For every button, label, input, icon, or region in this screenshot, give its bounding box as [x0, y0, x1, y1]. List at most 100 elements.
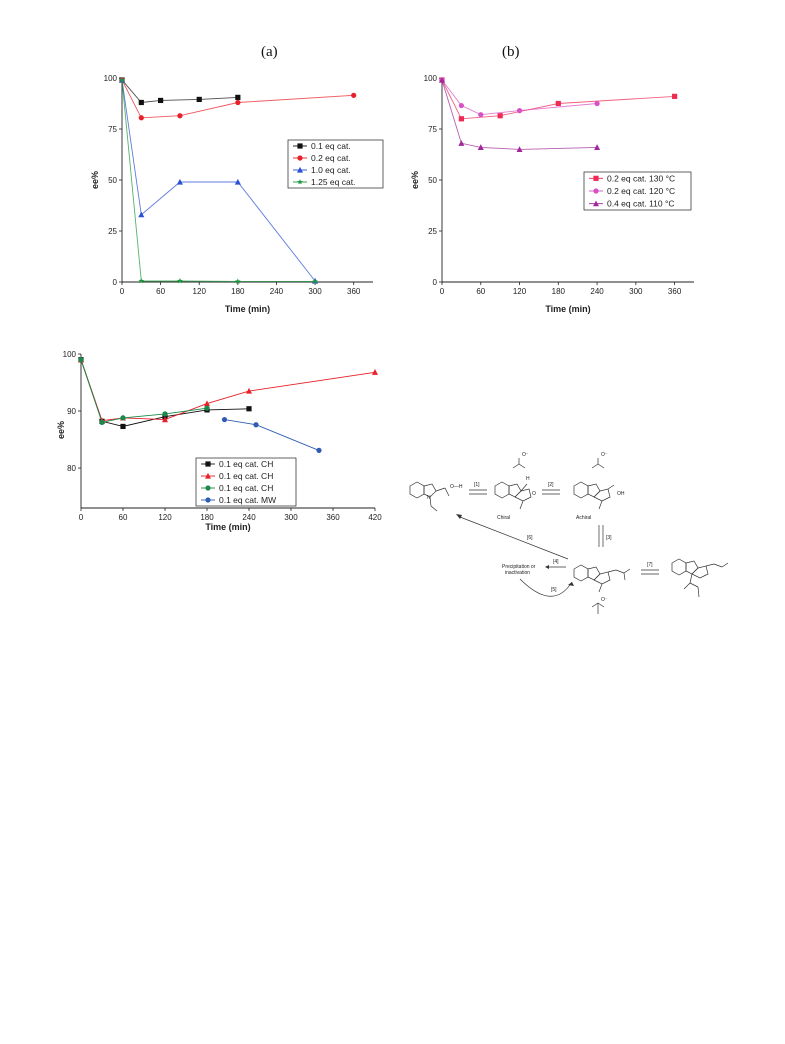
y-tick-label: 75: [428, 125, 437, 134]
step-5-label: [5]: [551, 587, 557, 593]
data-point: [204, 405, 210, 411]
data-point: [594, 100, 600, 107]
legend: 0.2 eq cat. 130 °C 0.2 eq cat. 120 °C 0.4 …: [583, 171, 692, 211]
y-tick-label: 25: [108, 227, 117, 236]
molecule-achiral: [573, 481, 615, 510]
data-point: [458, 102, 464, 109]
legend-entry: 0.2 eq cat. 130 °C: [607, 173, 675, 183]
legend-entry: 0.1 eq cat. CH: [219, 471, 273, 481]
step-7-label: [7]: [647, 562, 653, 568]
data-point: [458, 116, 464, 122]
enol-oh-label: OH: [617, 491, 625, 497]
legend-entry: 1.0 eq cat.: [311, 165, 351, 175]
legend-marker: [297, 179, 303, 185]
y-tick-label: 25: [428, 227, 437, 236]
legend-marker: [205, 472, 211, 479]
x-tick-label: 180: [231, 287, 245, 296]
x-tick-label: 0: [79, 513, 84, 522]
data-point: [204, 400, 210, 407]
series-4: [119, 77, 318, 284]
legend-marker: [297, 155, 303, 161]
y-tick-label: 90: [67, 407, 76, 416]
data-point: [458, 140, 465, 146]
x-tick-label: 240: [242, 513, 256, 522]
step-1-label: [1]: [474, 482, 480, 488]
series-3: [78, 357, 210, 426]
data-point: [196, 96, 202, 103]
legend-marker: [205, 485, 211, 491]
data-point: [316, 447, 322, 453]
arrow-5-head: [568, 582, 574, 586]
step-3-label: [3]: [606, 535, 612, 541]
acetate-3-label: O⁻: [601, 597, 608, 603]
panel-label-a: (a): [261, 44, 278, 60]
x-axis-title: Time (min): [545, 304, 590, 314]
data-point: [138, 115, 144, 121]
nitrogen-label: N: [427, 495, 431, 501]
legend-marker: [593, 200, 599, 207]
data-point: [158, 97, 164, 104]
data-point: [594, 144, 601, 150]
data-point: [246, 387, 252, 394]
x-tick-label: 180: [552, 287, 566, 296]
y-tick-label: 100: [424, 74, 438, 83]
data-point: [235, 94, 241, 100]
inactivation-label: inactivation: [505, 570, 530, 576]
arrow-4-head: [545, 565, 549, 569]
carbonyl-o-label: O: [532, 491, 536, 497]
x-tick-label: 120: [513, 287, 527, 296]
legend-entry: 0.1 eq cat. CH: [219, 483, 273, 493]
legend-marker: [205, 497, 211, 503]
data-point: [162, 411, 168, 417]
data-point: [351, 92, 357, 98]
step-2-label: [2]: [548, 482, 554, 488]
data-point: [497, 113, 503, 119]
molecule-diacetylated: [671, 558, 729, 598]
data-point: [235, 99, 241, 106]
x-tick-label: 0: [120, 287, 125, 296]
y-tick-label: 0: [113, 278, 118, 287]
data-point: [555, 100, 561, 107]
data-point: [120, 415, 126, 421]
x-tick-label: 180: [200, 513, 214, 522]
data-point: [477, 144, 484, 150]
legend-entry: 0.2 eq cat.: [311, 153, 351, 163]
step-4-label: [4]: [553, 559, 559, 565]
acetate-anions: [512, 458, 605, 614]
x-tick-label: 60: [476, 287, 485, 296]
y-tick-label: 100: [104, 74, 118, 83]
precipitation-label: Precipitation or: [502, 564, 536, 570]
data-point: [234, 278, 241, 284]
x-tick-label: 120: [158, 513, 172, 522]
legend-entry: 0.2 eq cat. 120 °C: [607, 186, 675, 196]
data-point: [221, 416, 228, 423]
x-tick-label: 60: [156, 287, 165, 296]
data-point: [478, 112, 484, 118]
data-point: [516, 108, 523, 114]
acetate-1-label: O⁻: [522, 452, 529, 458]
legend-entry: 0.4 eq cat. 110 °C: [607, 199, 675, 209]
data-point: [177, 277, 183, 284]
x-tick-label: 240: [270, 287, 284, 296]
legend-entry: 0.1 eq cat. MW: [219, 495, 276, 505]
legend: 0.1 eq cat. 0.2 eq cat. 1.0 eq cat. 1.25 eq…: [287, 139, 384, 189]
y-tick-label: 75: [108, 125, 117, 134]
x-tick-label: 120: [193, 287, 207, 296]
legend-entry: 0.1 eq cat. CH: [219, 459, 273, 469]
x-tick-label: 300: [284, 513, 298, 522]
series-4: [221, 416, 322, 453]
data-point: [516, 146, 523, 152]
legend-marker: [593, 175, 599, 181]
acetate-2-label: O⁻: [601, 452, 608, 458]
y-tick-label: 100: [63, 350, 77, 359]
data-point: [372, 369, 378, 375]
molecule-chiral: [494, 481, 532, 510]
arrow-6-head: [456, 514, 462, 519]
chiral-label: Chiral: [497, 515, 510, 521]
data-point: [234, 178, 241, 185]
data-point: [99, 419, 105, 426]
x-tick-label: 60: [119, 513, 128, 522]
x-tick-label: 300: [308, 287, 322, 296]
